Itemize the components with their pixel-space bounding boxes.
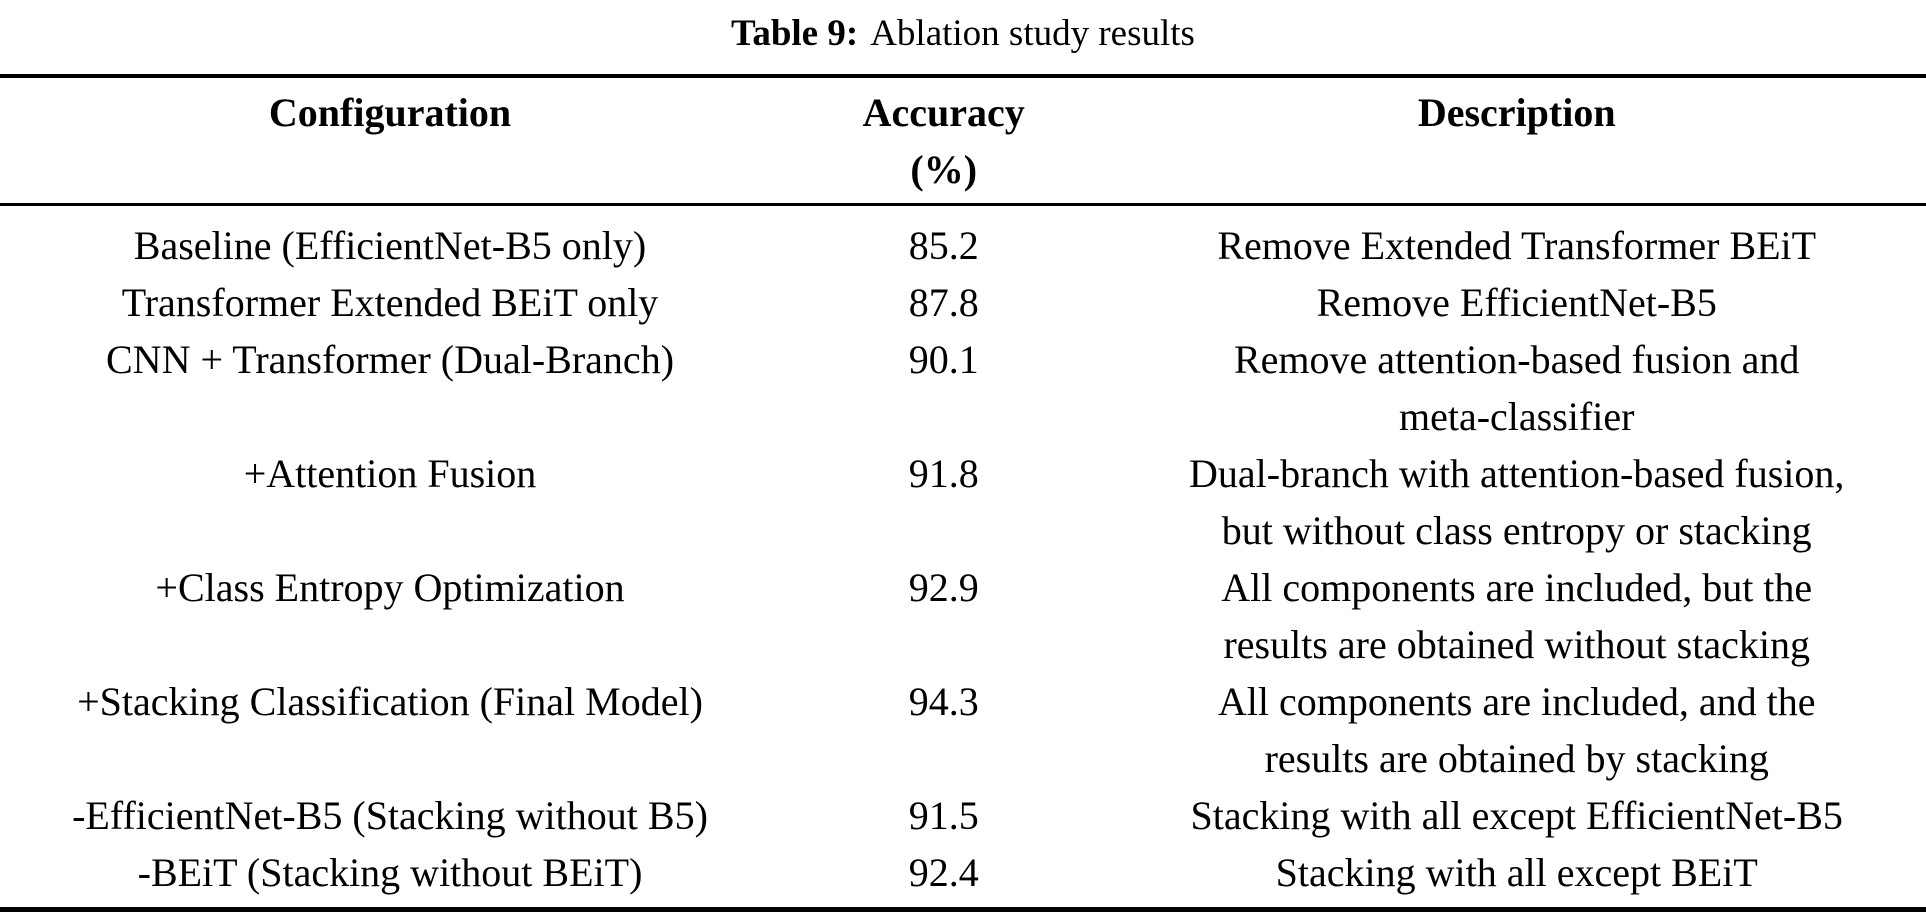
description-cell: Remove attention-based fusion and meta-c… [1234, 337, 1800, 440]
accuracy-cell: 85.2 [908, 223, 979, 269]
configuration-cell: +Stacking Classification (Final Model) [77, 679, 703, 725]
table-row: -BEiT (Stacking without BEiT) 92.4 Stack… [0, 844, 1926, 910]
configuration-cell: Transformer Extended BEiT only [121, 280, 659, 326]
table-row: -EfficientNet-B5 (Stacking without B5) 9… [0, 787, 1926, 844]
configuration-cell: -BEiT (Stacking without BEiT) [137, 850, 643, 896]
accuracy-cell: 94.3 [908, 679, 979, 725]
accuracy-cell: 91.5 [908, 793, 979, 839]
table-header: Configuration Accuracy (%) Description [0, 76, 1926, 207]
description-cell: Stacking with all except BEiT [1275, 850, 1758, 896]
accuracy-cell: 92.9 [908, 565, 979, 611]
description-cell: All components are included, but the res… [1221, 565, 1813, 668]
table-body: Baseline (EfficientNet-B5 only) 85.2 Rem… [0, 205, 1926, 910]
header-row: Configuration Accuracy (%) Description [0, 76, 1926, 207]
table-caption: Table 9: Ablation study results [0, 0, 1926, 56]
configuration-cell: +Attention Fusion [243, 451, 537, 497]
configuration-cell: CNN + Transformer (Dual-Branch) [106, 337, 675, 383]
header-accuracy-percent: Accuracy (%) [780, 76, 1108, 207]
accuracy-cell: 87.8 [908, 280, 979, 326]
accuracy-cell: 91.8 [908, 451, 979, 497]
description-cell: Remove Extended Transformer BEiT [1217, 223, 1817, 269]
description-cell: Remove EfficientNet-B5 [1316, 280, 1717, 326]
table-caption-label: Table 9: [731, 13, 859, 54]
description-cell: Stacking with all except EfficientNet-B5 [1190, 793, 1843, 839]
table-row: +Class Entropy Optimization 92.9 All com… [0, 559, 1926, 673]
header-description: Description [1107, 76, 1926, 207]
table-row: Baseline (EfficientNet-B5 only) 85.2 Rem… [0, 205, 1926, 275]
table-row: +Stacking Classification (Final Model) 9… [0, 673, 1926, 787]
accuracy-cell: 90.1 [908, 337, 979, 383]
header-configuration: Configuration [0, 76, 781, 207]
accuracy-cell: 92.4 [908, 850, 979, 896]
description-cell: All components are included, and the res… [1217, 679, 1816, 782]
configuration-cell: -EfficientNet-B5 (Stacking without B5) [72, 793, 708, 839]
configuration-cell: +Class Entropy Optimization [155, 565, 625, 611]
ablation-table: Configuration Accuracy (%) Description B… [0, 74, 1926, 913]
configuration-cell: Baseline (EfficientNet-B5 only) [133, 223, 647, 269]
table-row: +Attention Fusion 91.8 Dual-branch with … [0, 445, 1926, 559]
table-row: Transformer Extended BEiT only 87.8 Remo… [0, 274, 1926, 331]
table-caption-text: Ablation study results [870, 13, 1195, 54]
table-row: CNN + Transformer (Dual-Branch) 90.1 Rem… [0, 331, 1926, 445]
description-cell: Dual-branch with attention-based fusion,… [1189, 451, 1845, 554]
